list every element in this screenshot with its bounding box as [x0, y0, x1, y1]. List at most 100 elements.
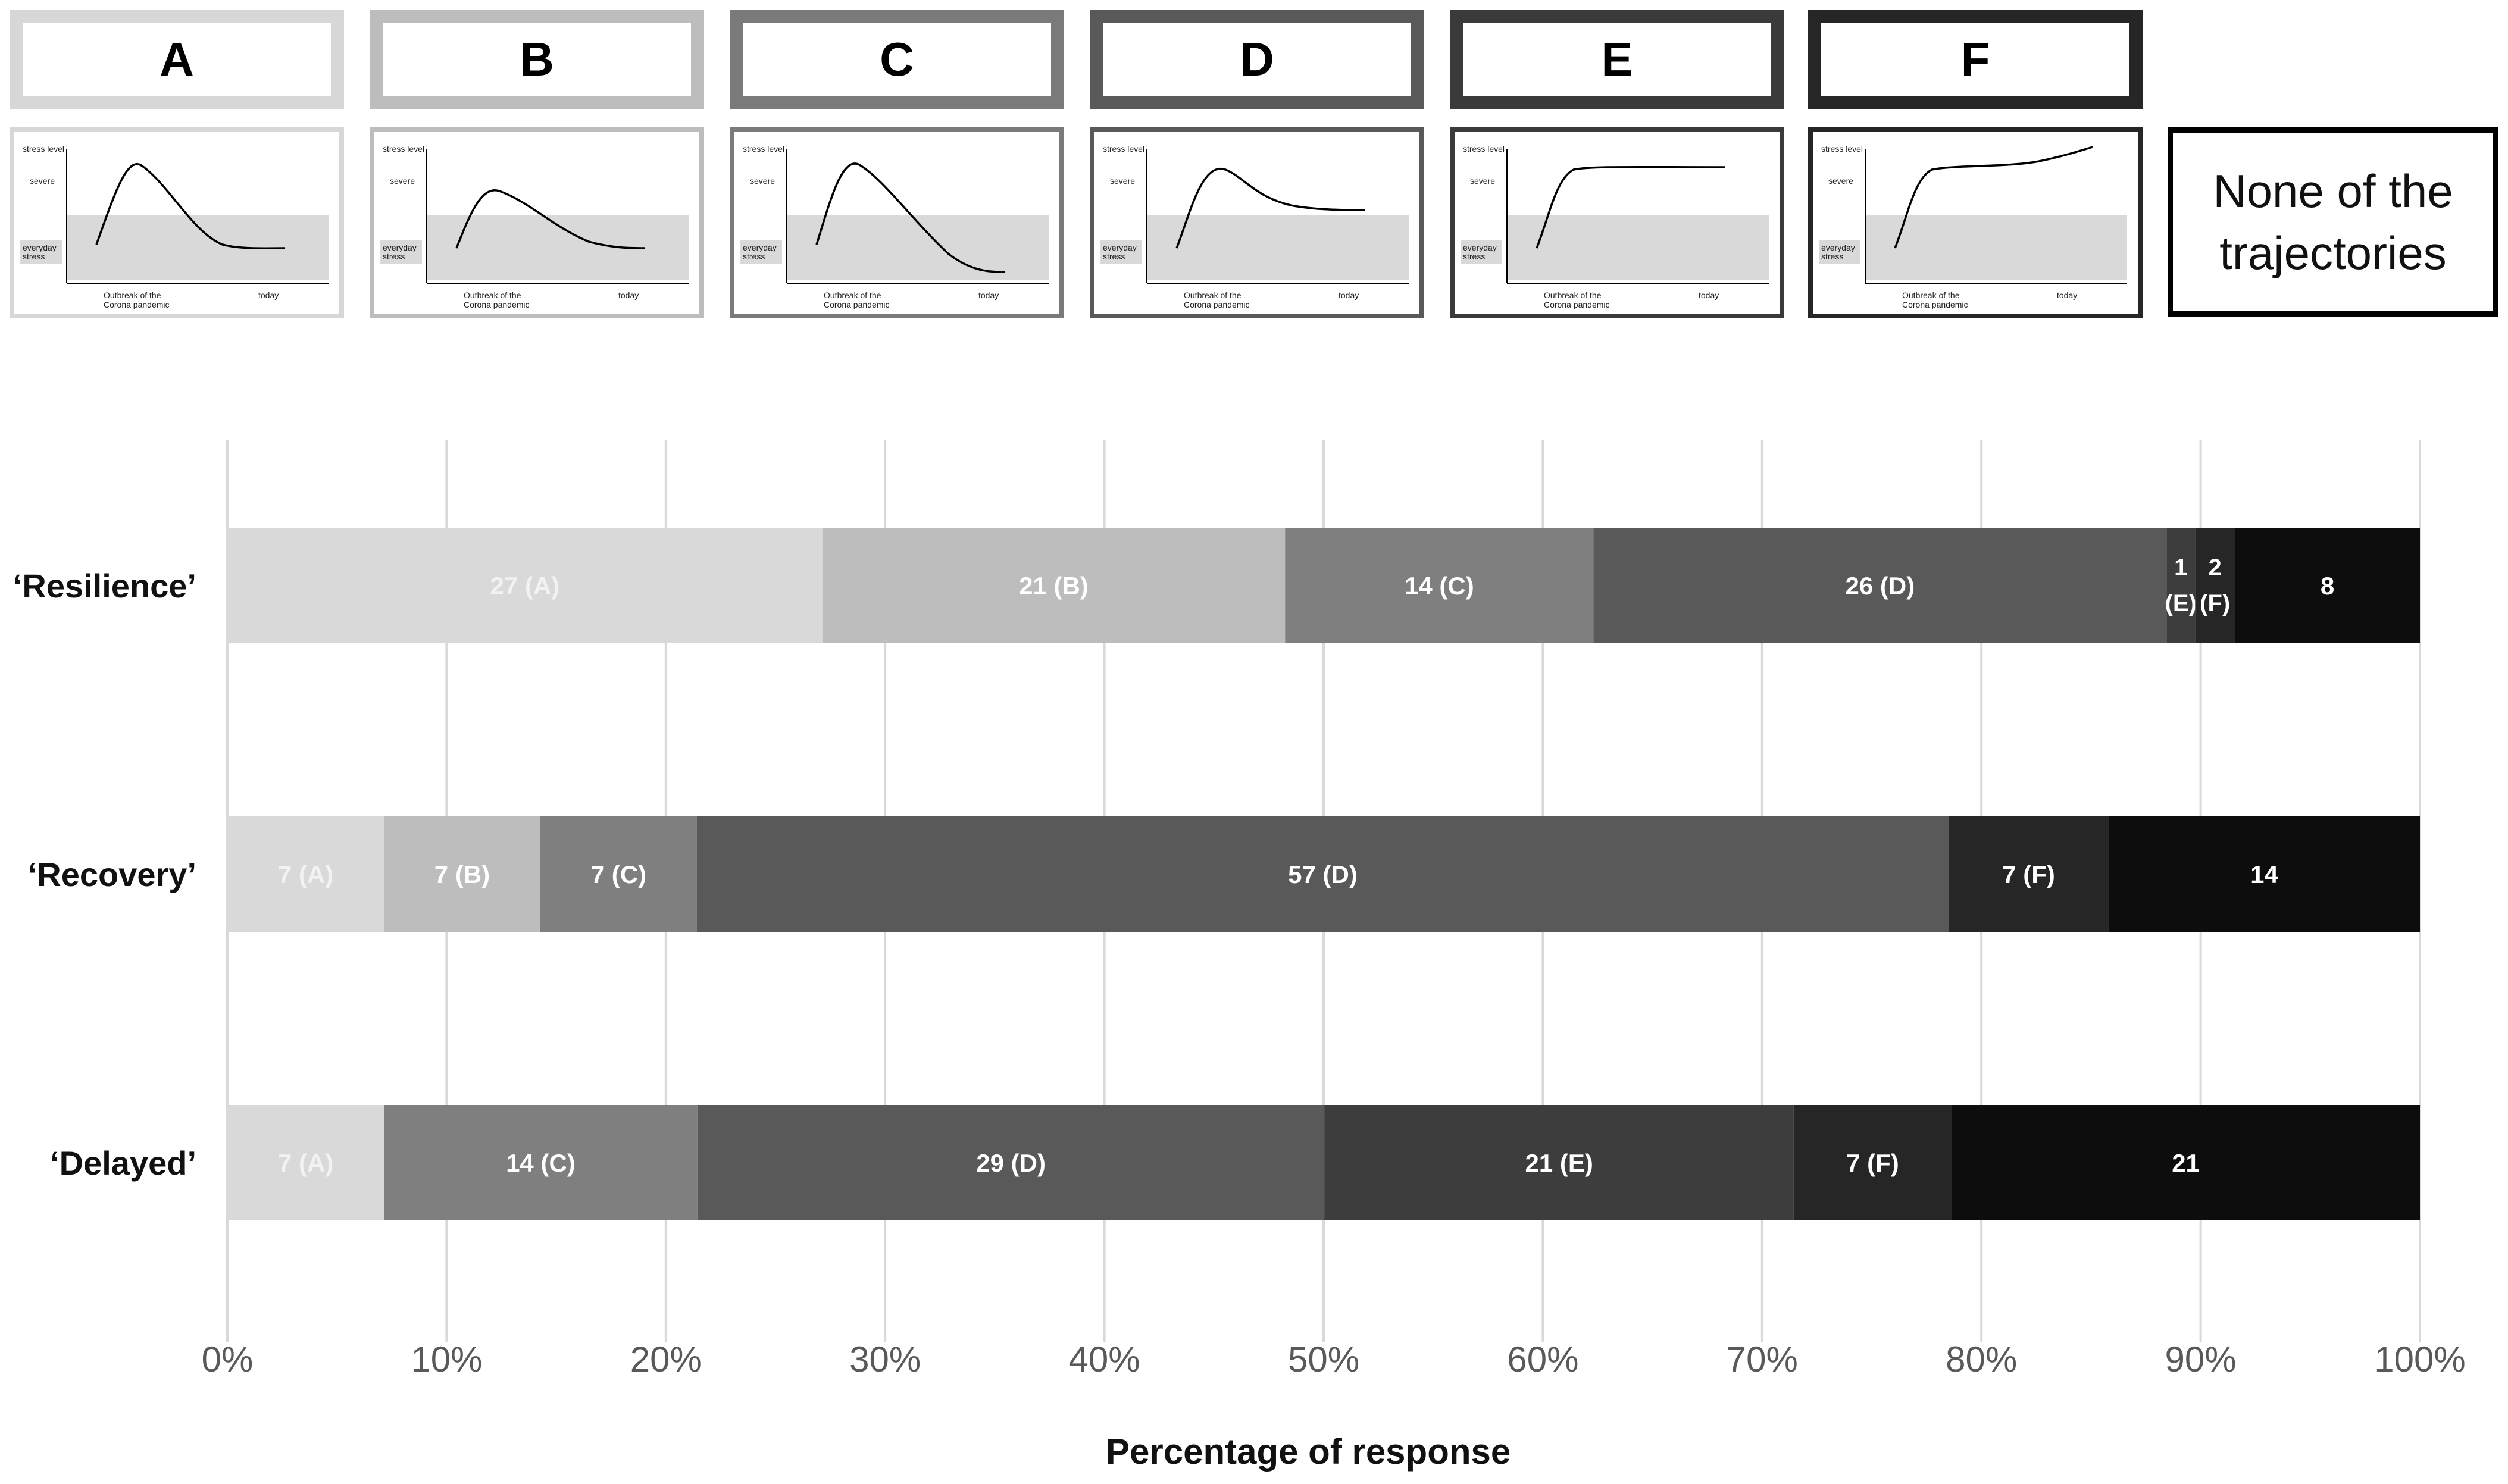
bar-data-label: 14 (C)	[1405, 572, 1474, 600]
bar-data-label-sub: (E)	[2165, 590, 2197, 616]
thumb-label-stress: stress	[1103, 252, 1125, 261]
thumb-label-stress: stress	[1463, 252, 1486, 261]
thumb-label-outbreak: Outbreak of the	[824, 290, 881, 300]
bar-segment	[2108, 816, 2420, 932]
thumb-label-stress: stress	[743, 252, 765, 261]
trajectory-plot-e	[1461, 149, 1769, 284]
legend-letter-box-b: B	[370, 10, 704, 109]
trajectory-plot-c	[740, 149, 1049, 284]
thumb-label-everyday: everyday	[1821, 243, 1855, 252]
thumb-label-everyday: everyday	[743, 243, 777, 252]
thumb-label-corona: Corona pandemic	[1902, 300, 1968, 309]
bar-data-label: 29 (D)	[976, 1149, 1046, 1177]
x-tick-label: 0%	[202, 1339, 254, 1379]
legend-thumbnail-c: stress level severe everyday stress Outbreak…	[730, 127, 1064, 318]
bar-data-label: 21 (E)	[1525, 1149, 1593, 1177]
x-tick-label: 30%	[849, 1339, 921, 1379]
thumb-label-outbreak: Outbreak of the	[1544, 290, 1602, 300]
thumb-label-outbreak: Outbreak of the	[1902, 290, 1960, 300]
thumb-label-everyday: everyday	[1463, 243, 1497, 252]
bar-data-label: 21	[2172, 1149, 2200, 1177]
bar-segment	[1324, 1105, 1794, 1220]
x-tick-label: 70%	[1727, 1339, 1798, 1379]
trajectory-curve-c	[815, 162, 1006, 273]
thumb-label-outbreak: Outbreak of the	[464, 290, 521, 300]
legend-none-of-the-trajectories: None of the trajectories	[2168, 127, 2498, 317]
thumb-label-stress: stress	[383, 252, 405, 261]
trajectory-plot-b	[380, 149, 689, 284]
bar-segment	[697, 1105, 1325, 1220]
bar-data-label: 1	[2174, 555, 2187, 581]
thumb-label-corona: Corona pandemic	[1544, 300, 1610, 309]
thumb-label-ylabel: stress level	[383, 144, 425, 154]
thumb-label-ylabel: stress level	[1103, 144, 1145, 154]
trajectory-curve-a	[95, 163, 286, 249]
legend-thumbnail-b: stress level severe everyday stress Outbreak…	[370, 127, 704, 318]
thumb-label-severe: severe	[750, 176, 775, 186]
bar-segment	[540, 816, 697, 932]
bar-segment	[2234, 528, 2420, 643]
bar-segment	[1952, 1105, 2420, 1220]
trajectory-plot-d	[1100, 149, 1409, 284]
category-label: ‘Delayed’	[50, 1144, 196, 1182]
bar-segment	[2166, 528, 2196, 643]
x-tick-label: 50%	[1288, 1339, 1359, 1379]
legend-letter-box-e: E	[1450, 10, 1784, 109]
legend-letter-a: A	[160, 33, 194, 86]
bar-data-label: 7 (F)	[2002, 860, 2055, 888]
thumb-label-everyday: everyday	[1103, 243, 1137, 252]
legend-letter-e: E	[1601, 33, 1633, 86]
x-tick-label: 100%	[2374, 1339, 2465, 1379]
thumb-label-outbreak: Outbreak of the	[1184, 290, 1242, 300]
thumb-label-today: today	[2057, 290, 2078, 300]
legend-letter-box-d: D	[1090, 10, 1424, 109]
thumb-label-severe: severe	[1110, 176, 1136, 186]
legend-letter-b: B	[520, 33, 554, 86]
bar-segment	[822, 528, 1286, 643]
bar-data-label-sub: (F)	[2200, 590, 2230, 616]
trajectory-plot-a	[20, 149, 329, 284]
x-axis-label: Percentage of response	[1106, 1432, 1511, 1472]
bar-segment	[1593, 528, 2167, 643]
thumb-label-ylabel: stress level	[23, 144, 65, 154]
trajectory-curve-b	[455, 189, 646, 249]
bar-segment	[227, 816, 384, 932]
bar-segment	[227, 1105, 384, 1220]
thumb-label-ylabel: stress level	[743, 144, 785, 154]
thumb-label-stress: stress	[1821, 252, 1844, 261]
x-tick-label: 80%	[1946, 1339, 2017, 1379]
bar-data-label: 21 (B)	[1019, 572, 1089, 600]
bar-data-label: 7 (A)	[278, 860, 333, 888]
thumb-label-stress: stress	[23, 252, 45, 261]
trajectory-curve-e	[1536, 165, 1726, 249]
thumb-label-today: today	[258, 290, 279, 300]
legend-letter-box-c: C	[730, 10, 1064, 109]
legend-thumbnail-a: stress level severe everyday stress Outbreak…	[10, 127, 344, 318]
thumb-label-everyday: everyday	[383, 243, 417, 252]
trajectory-plot-f	[1819, 146, 2127, 284]
legend-thumbnail-e: stress level severe everyday stress Outbreak…	[1450, 127, 1784, 318]
x-tick-label: 40%	[1069, 1339, 1140, 1379]
bar-segment	[2195, 528, 2235, 643]
x-tick-label: 90%	[2165, 1339, 2237, 1379]
thumb-label-severe: severe	[390, 176, 415, 186]
bar-segment	[1285, 528, 1594, 643]
thumb-label-everyday: everyday	[23, 243, 57, 252]
thumb-label-today: today	[978, 290, 999, 300]
bar-data-label: 7 (F)	[1846, 1149, 1899, 1177]
thumb-label-corona: Corona pandemic	[824, 300, 890, 309]
bar-segment	[384, 1105, 698, 1220]
bar-segment	[227, 528, 823, 643]
thumb-label-corona: Corona pandemic	[1184, 300, 1250, 309]
legend-thumbnail-d: stress level severe everyday stress Outbreak…	[1090, 127, 1424, 318]
legend-letter-box-f: F	[1808, 10, 2143, 109]
thumb-label-corona: Corona pandemic	[104, 300, 170, 309]
bar-data-label: 27 (A)	[490, 572, 559, 600]
thumb-label-today: today	[1699, 290, 1719, 300]
x-tick-label: 60%	[1507, 1339, 1578, 1379]
bar-data-label: 7 (B)	[434, 860, 490, 888]
bar-segment	[1793, 1105, 1952, 1220]
category-label: ‘Recovery’	[28, 856, 196, 893]
